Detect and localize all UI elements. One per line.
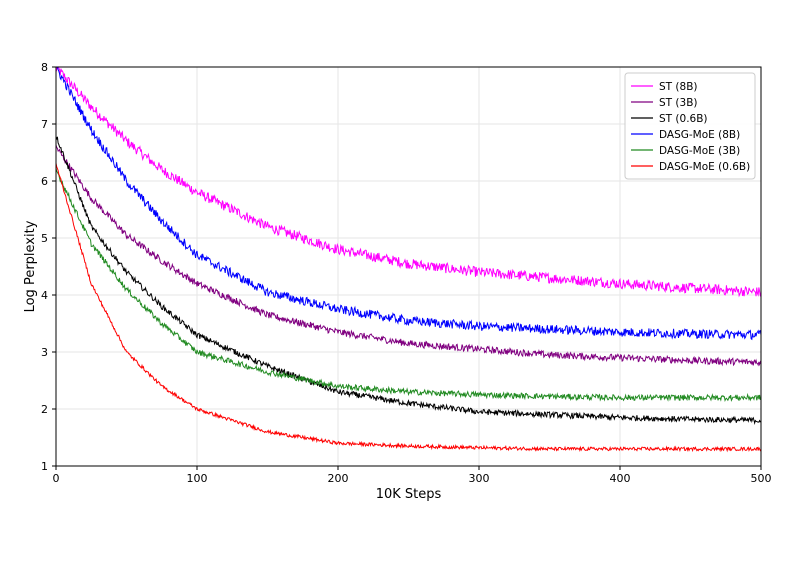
legend: ST (8B) ST (3B) ST (0.6B) DASG-MoE (8B) DASG… — [624, 72, 756, 180]
x-tick-label: 0 — [53, 472, 60, 485]
y-tick-label: 3 — [41, 346, 48, 359]
legend-entry-label: DASG-MoE (0.6B) — [659, 161, 750, 173]
x-tick-label: 300 — [469, 472, 490, 485]
legend-entry-label: ST (3B) — [659, 97, 698, 109]
x-tick-label: 100 — [187, 472, 208, 485]
y-tick-label: 2 — [41, 403, 48, 416]
x-tick-label: 500 — [751, 472, 772, 485]
series-lines — [55, 66, 762, 453]
legend-entry-label: DASG-MoE (8B) — [659, 129, 740, 141]
y-tick-label: 5 — [41, 232, 48, 245]
series-line-3 — [56, 66, 762, 341]
series-line-2 — [55, 136, 762, 426]
legend-entry-label: DASG-MoE (3B) — [659, 145, 740, 157]
y-tick-label: 8 — [41, 61, 48, 74]
x-tick-label: 200 — [328, 472, 349, 485]
series-line-1 — [55, 144, 762, 367]
series-line-5 — [55, 163, 762, 453]
axis-ticks: 0 100 200 300 400 500 1 2 3 4 5 6 7 8 — [41, 61, 772, 485]
legend-entry-label: ST (0.6B) — [659, 113, 708, 125]
legend-entry-label: ST (8B) — [659, 81, 698, 93]
plot-frame — [55, 66, 762, 467]
y-axis-label: Log Perplexity — [23, 220, 38, 312]
x-axis-label: 10K Steps — [376, 487, 442, 502]
y-tick-label: 1 — [41, 460, 48, 473]
x-tick-label: 400 — [610, 472, 631, 485]
legend-box — [624, 72, 756, 180]
y-tick-label: 7 — [41, 118, 48, 131]
y-tick-label: 4 — [41, 289, 48, 302]
series-line-4 — [55, 167, 762, 403]
y-tick-label: 6 — [41, 175, 48, 188]
series-line-0 — [55, 66, 762, 298]
